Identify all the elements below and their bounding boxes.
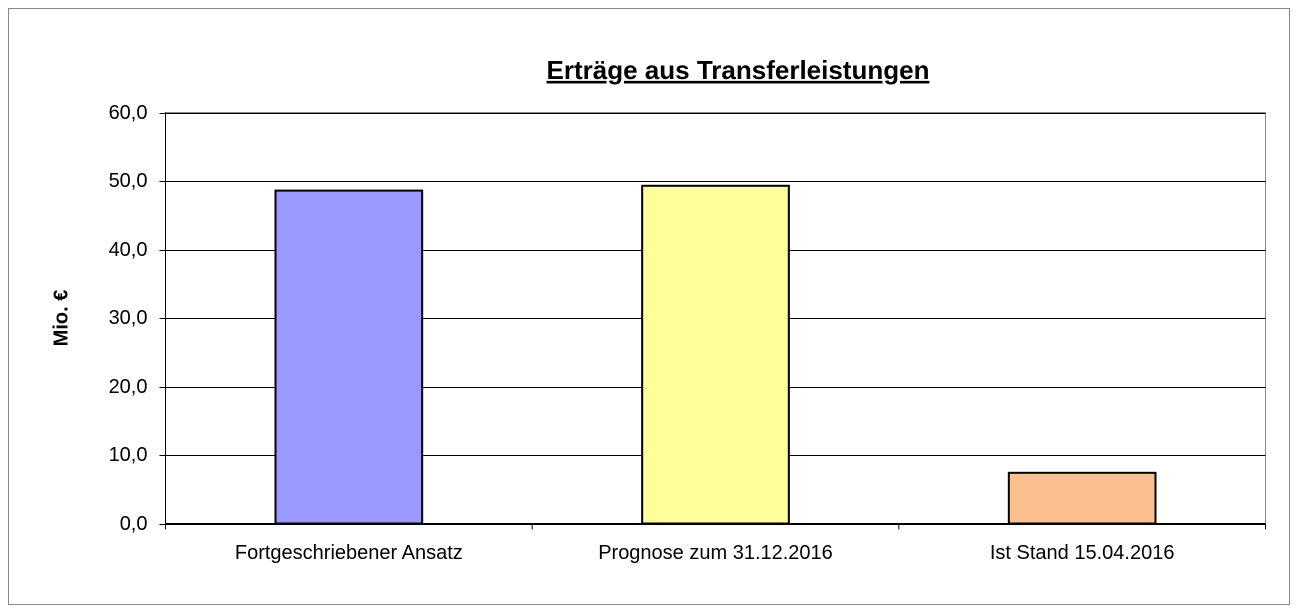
x-tick-label: Fortgeschriebener Ansatz — [235, 542, 463, 564]
chart-title: Erträge aus Transferleistungen — [547, 55, 930, 85]
y-tick-label: 20,0 — [109, 376, 148, 398]
y-tick-label: 60,0 — [109, 102, 148, 124]
bar — [641, 184, 790, 525]
x-tick-label: Ist Stand 15.04.2016 — [990, 542, 1175, 564]
y-tick-label: 30,0 — [109, 307, 148, 329]
y-axis-label: Mio. € — [50, 290, 72, 347]
bar — [274, 189, 424, 525]
y-tick-label: 40,0 — [109, 239, 148, 261]
bar — [1007, 471, 1157, 525]
x-tick-label: Prognose zum 31.12.2016 — [598, 542, 833, 564]
y-tick-label: 50,0 — [109, 170, 148, 192]
y-tick-label: 10,0 — [109, 444, 148, 466]
y-tick-label: 0,0 — [120, 513, 148, 535]
